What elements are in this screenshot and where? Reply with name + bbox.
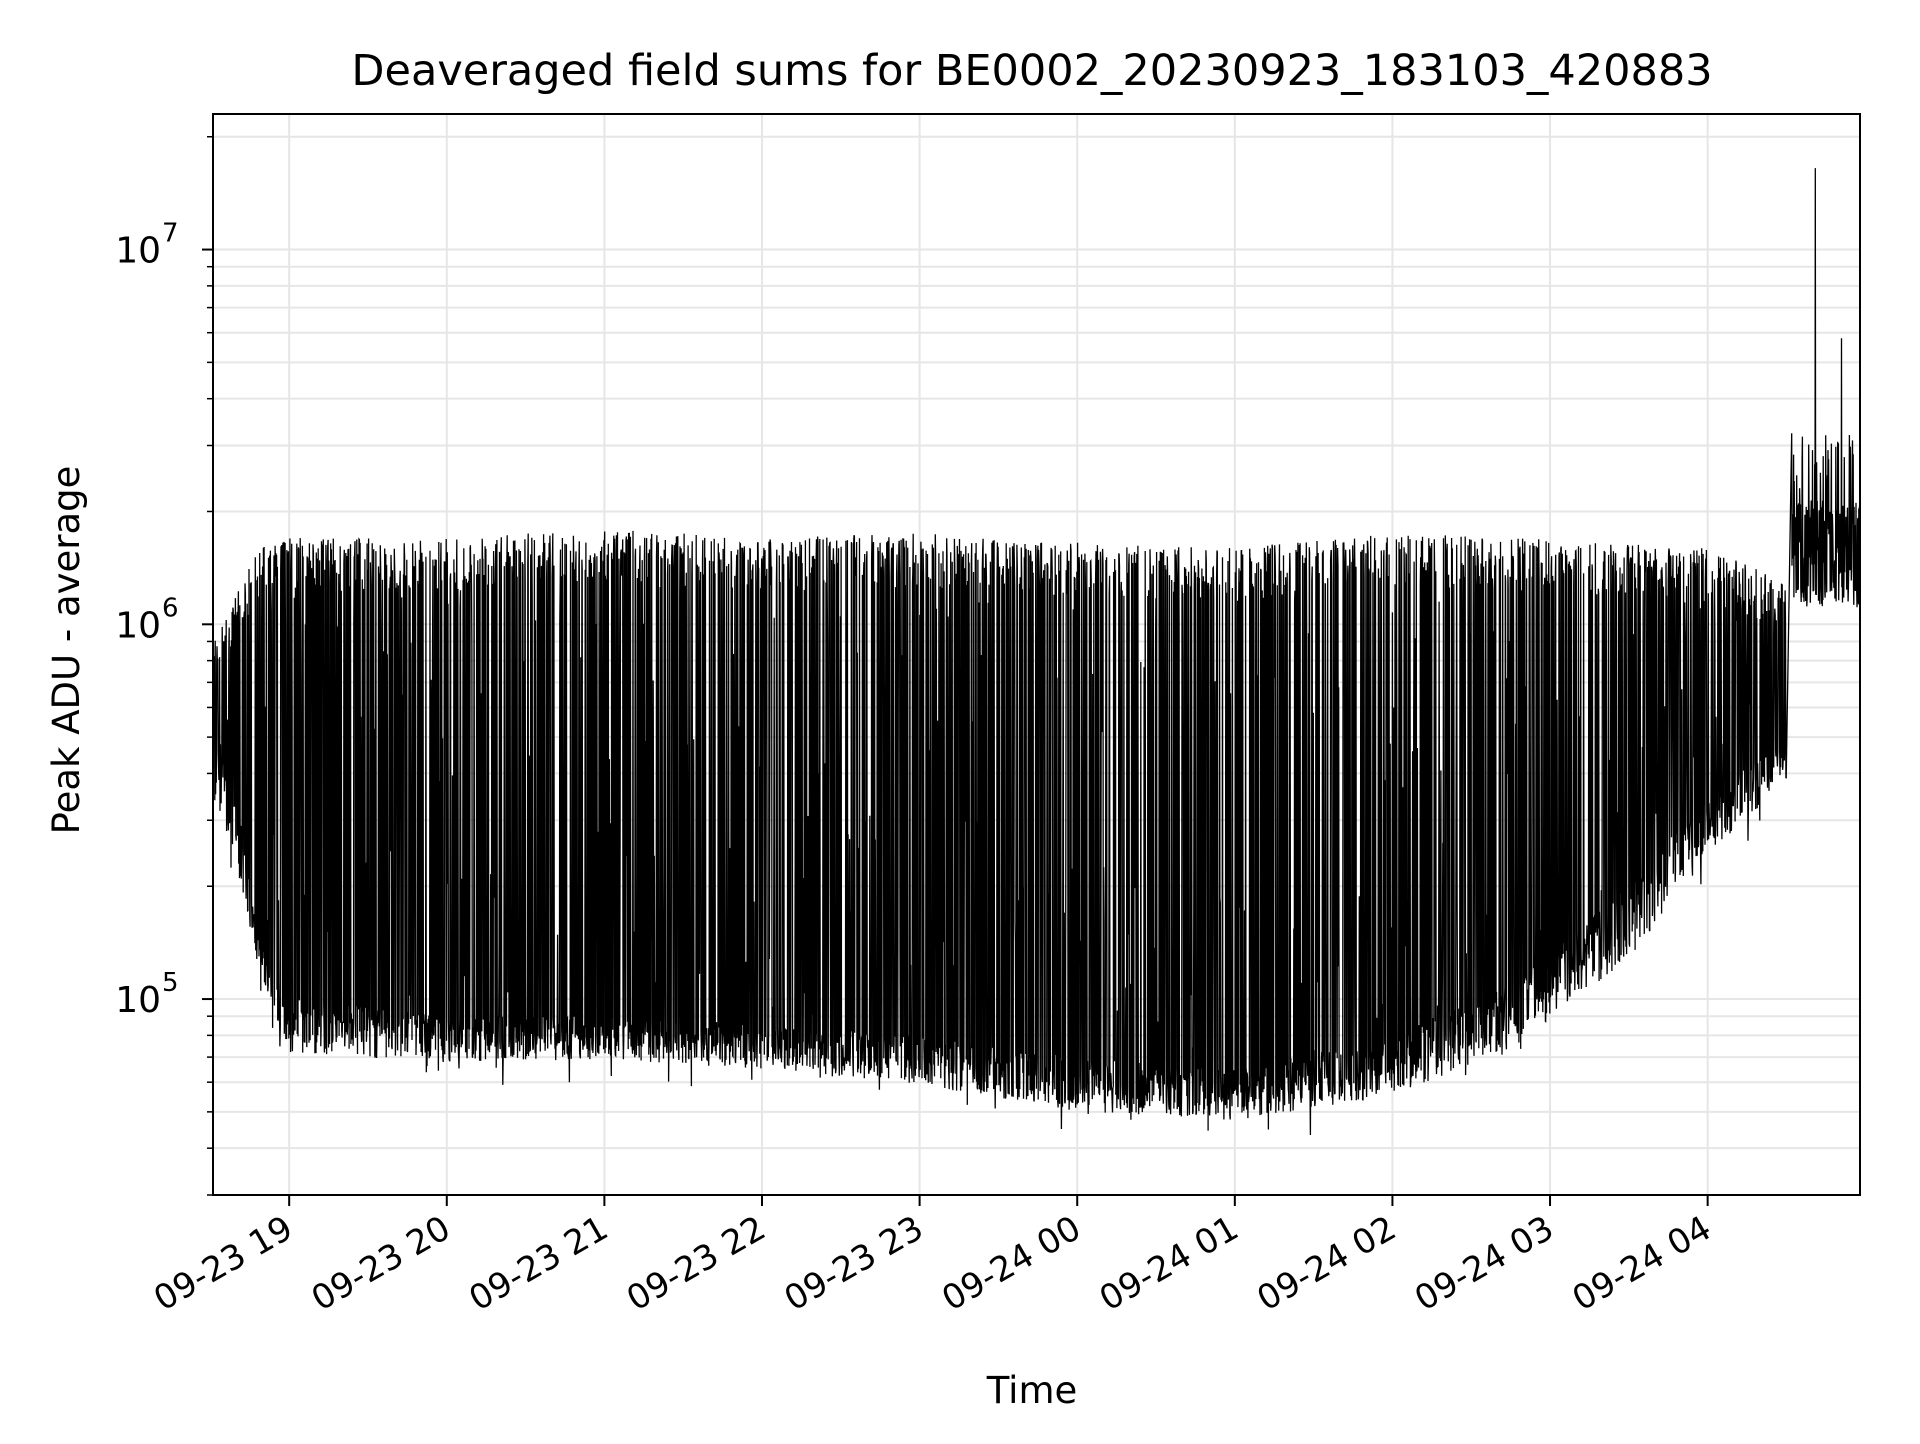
x-axis-label: Time [986, 1369, 1078, 1412]
x-tick-label: 09-24 00 [935, 1208, 1087, 1319]
chart-title: Deaveraged field sums for BE0002_2023092… [351, 46, 1712, 96]
x-tick-label: 09-23 22 [620, 1208, 772, 1319]
y-tick-label: 10 [115, 980, 161, 1021]
y-tick-label: 10 [115, 231, 161, 272]
x-tick-label: 09-24 01 [1093, 1208, 1245, 1319]
y-axis-label: Peak ADU - average [45, 466, 88, 835]
x-tick-label: 09-24 04 [1566, 1208, 1718, 1319]
plot-frame [212, 113, 1861, 1196]
y-tick-label: 10 [115, 605, 161, 646]
x-tick-label: 09-23 19 [147, 1208, 299, 1319]
y-tick-exponent: 7 [162, 219, 179, 249]
x-tick-label: 09-23 21 [462, 1208, 614, 1319]
series-layer [212, 168, 1861, 1136]
x-tick-label: 09-24 02 [1251, 1208, 1403, 1319]
x-tick-label: 09-23 20 [305, 1208, 457, 1319]
series-line [212, 168, 1861, 1136]
y-tick-exponent: 6 [162, 593, 179, 623]
x-tick-label: 09-24 03 [1408, 1208, 1560, 1319]
x-tick-label: 09-23 23 [778, 1208, 930, 1319]
y-tick-exponent: 5 [162, 968, 179, 998]
